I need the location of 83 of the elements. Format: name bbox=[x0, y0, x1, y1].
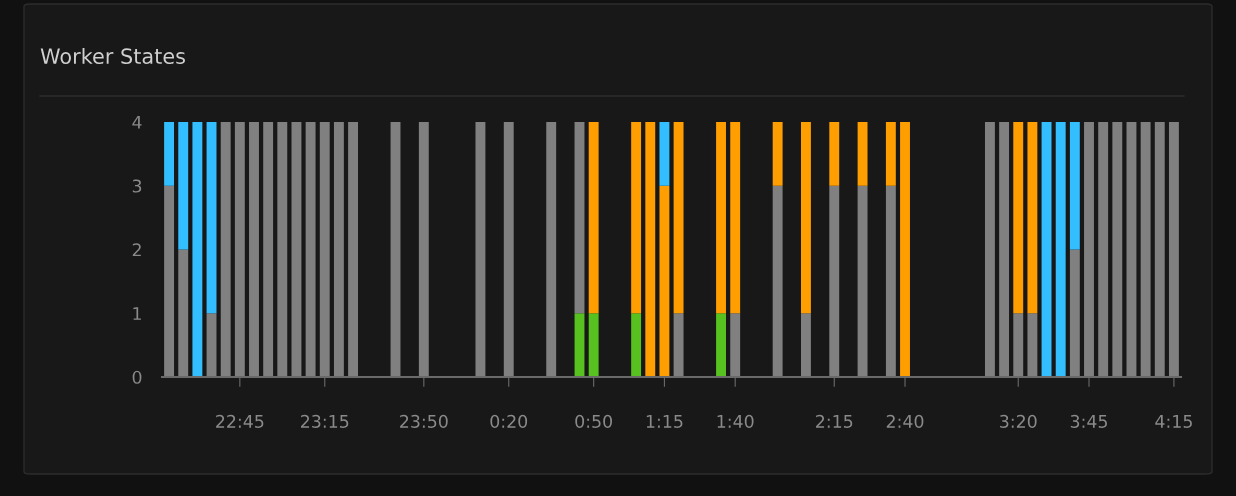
y-tick-label: 1 bbox=[133, 307, 141, 320]
bar bbox=[659, 185, 670, 377]
bar bbox=[900, 122, 910, 377]
bar bbox=[263, 122, 274, 377]
bar bbox=[206, 122, 217, 314]
chart-title: Worker States bbox=[40, 47, 185, 65]
x-tick-label: 2:40 bbox=[886, 414, 924, 428]
bar bbox=[829, 185, 840, 377]
bar bbox=[801, 313, 811, 377]
bar bbox=[390, 122, 401, 377]
bar bbox=[1126, 122, 1137, 377]
bar bbox=[885, 185, 896, 377]
bar bbox=[1013, 313, 1024, 377]
y-tick-label: 0 bbox=[132, 370, 142, 384]
bar bbox=[319, 122, 330, 377]
bar bbox=[475, 122, 486, 377]
bar bbox=[291, 122, 302, 377]
bar bbox=[305, 122, 316, 377]
bar bbox=[178, 122, 189, 250]
bar bbox=[801, 122, 811, 314]
bar bbox=[984, 122, 995, 377]
bar bbox=[1168, 122, 1179, 377]
x-tick-label: 2:15 bbox=[816, 414, 853, 428]
bar bbox=[1069, 249, 1080, 377]
bar bbox=[1013, 122, 1024, 314]
bar bbox=[1098, 122, 1109, 377]
bar bbox=[716, 313, 726, 377]
bar bbox=[645, 122, 656, 377]
bar bbox=[206, 313, 217, 377]
bar bbox=[673, 122, 684, 314]
bar bbox=[249, 122, 259, 377]
y-tick-label: 2 bbox=[132, 243, 141, 257]
bar bbox=[829, 122, 840, 186]
bar bbox=[857, 185, 868, 377]
bar bbox=[1069, 122, 1080, 250]
x-tick-label: 1:40 bbox=[717, 414, 754, 428]
bar bbox=[1041, 122, 1052, 377]
bar bbox=[574, 313, 585, 377]
bar bbox=[574, 122, 585, 314]
bar bbox=[277, 122, 288, 377]
bar bbox=[178, 249, 189, 377]
x-tick-label: 0:20 bbox=[490, 414, 528, 428]
bar bbox=[1055, 122, 1066, 377]
bar bbox=[857, 122, 868, 186]
bar bbox=[348, 122, 359, 377]
bar bbox=[631, 313, 642, 377]
x-tick-label: 22:45 bbox=[216, 414, 264, 428]
bar bbox=[1084, 122, 1094, 377]
bar bbox=[333, 122, 344, 377]
bar bbox=[673, 313, 684, 377]
bar bbox=[546, 122, 557, 377]
y-tick-label: 4 bbox=[132, 115, 142, 129]
bar bbox=[1112, 122, 1123, 377]
bar bbox=[730, 313, 741, 377]
bar bbox=[772, 122, 783, 186]
bar bbox=[418, 122, 429, 377]
bar bbox=[631, 122, 642, 314]
bar bbox=[1140, 122, 1151, 377]
bar bbox=[999, 122, 1010, 377]
bar bbox=[885, 122, 896, 186]
bar bbox=[503, 122, 514, 377]
bar bbox=[588, 122, 599, 314]
bar bbox=[220, 122, 231, 377]
bar bbox=[1154, 122, 1165, 377]
bar bbox=[164, 122, 175, 186]
x-tick-label: 1:15 bbox=[646, 415, 683, 428]
y-tick-label: 3 bbox=[132, 179, 142, 193]
bar bbox=[1027, 122, 1038, 314]
x-tick-label: 3:45 bbox=[1070, 414, 1107, 428]
x-tick-label: 4:15 bbox=[1155, 415, 1192, 428]
bar bbox=[588, 313, 599, 377]
x-tick-label: 0:50 bbox=[575, 414, 612, 428]
x-tick-label: 3:20 bbox=[1000, 414, 1037, 428]
bar bbox=[659, 122, 670, 186]
x-tick-label: 23:50 bbox=[400, 414, 448, 428]
bar bbox=[716, 122, 726, 314]
x-tick-label: 23:15 bbox=[301, 414, 349, 428]
bar bbox=[192, 122, 203, 377]
bar bbox=[1027, 313, 1038, 377]
bar bbox=[772, 185, 783, 377]
bar bbox=[730, 122, 741, 314]
bar bbox=[164, 185, 175, 377]
bar bbox=[234, 122, 245, 377]
